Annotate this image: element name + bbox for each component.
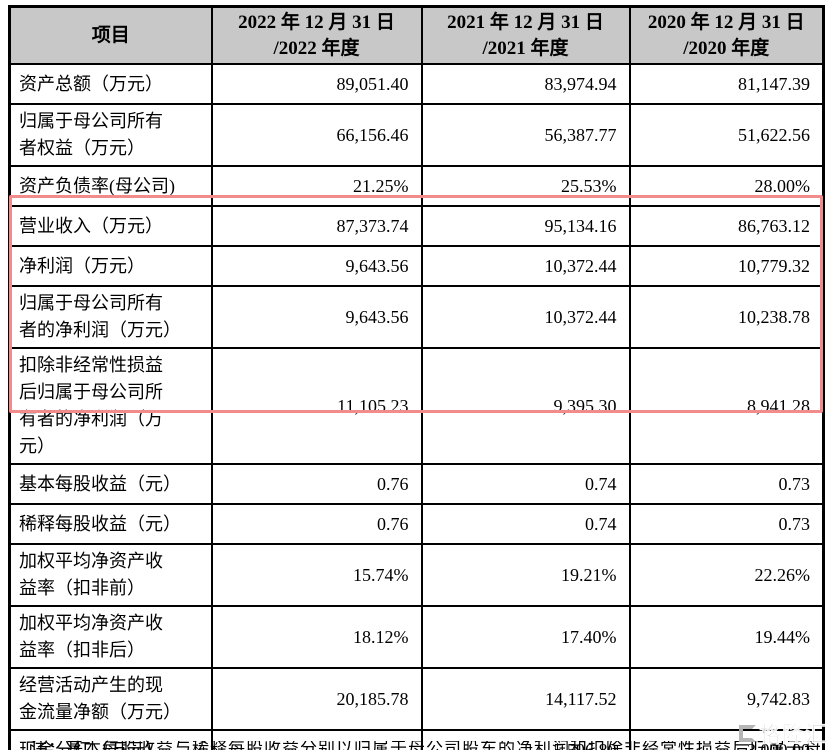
table-row-cash-dividend: 现金分红（万元） - 5,596.80 3,000.00 — [8, 729, 825, 750]
cell-value: 9,742.83 — [628, 667, 825, 732]
cell-value: 8,941.28 — [628, 347, 825, 466]
cell-value: 51,622.56 — [628, 103, 825, 168]
header-2021-line2: /2021 年度 — [482, 37, 569, 59]
cell-value: 0.76 — [210, 503, 423, 546]
table-row-diluted-eps: 稀释每股收益（元） 0.76 0.74 0.73 — [8, 503, 825, 546]
cell-value: 0.74 — [420, 503, 631, 546]
table-row-debt-ratio: 资产负债率(母公司) 21.25% 25.53% 28.00% — [8, 165, 825, 208]
row-label: 扣除非经常性损益后归属于母公司所有者的净利润（万元） — [8, 347, 213, 466]
header-2021: 2021 年 12 月 31 日 /2021 年度 — [420, 5, 631, 66]
row-label: 净利润（万元） — [8, 245, 213, 288]
cell-value: 10,372.44 — [420, 245, 631, 288]
cell-value: 87,373.74 — [210, 205, 423, 248]
table-row-deducted-net-profit: 扣除非经常性损益后归属于母公司所有者的净利润（万元） 11,105.23 9,3… — [8, 347, 825, 466]
row-label: 稀释每股收益（元） — [8, 503, 213, 546]
cell-value: 10,372.44 — [420, 285, 631, 350]
row-label: 加权平均净资产收益率（扣非前） — [8, 543, 213, 608]
cell-value: 25.53% — [420, 165, 631, 208]
table-row-revenue: 营业收入（万元） 87,373.74 95,134.16 86,763.12 — [8, 205, 825, 248]
header-2021-line1: 2021 年 12 月 31 日 — [447, 12, 604, 33]
row-label: 现金分红（万元） — [8, 729, 213, 750]
row-label: 营业收入（万元） — [8, 205, 213, 248]
cell-value: 19.21% — [420, 543, 631, 608]
cell-value: 21.25% — [210, 165, 423, 208]
cell-value: 19.44% — [628, 605, 825, 670]
table-row-operating-cashflow: 经营活动产生的现金流量净额（万元） 20,185.78 14,117.52 9,… — [8, 667, 825, 732]
cell-value: 28.00% — [628, 165, 825, 208]
row-label: 归属于母公司所有者权益（万元） — [8, 103, 213, 168]
row-label: 归属于母公司所有者的净利润（万元） — [8, 285, 213, 350]
cell-value: 81,147.39 — [628, 63, 825, 106]
footnote-clipped-text: 注：基本每股收益与稀释每股收益分别以归属于母公司股东的净利润和扣除非经常性损益后… — [30, 741, 822, 750]
header-2020: 2020 年 12 月 31 日 /2020 年度 — [628, 5, 825, 66]
cell-value: 66,156.46 — [210, 103, 423, 168]
cell-value: 15.74% — [210, 543, 423, 608]
cell-value: 9,643.56 — [210, 245, 423, 288]
table-row-roe-after: 加权平均净资产收益率（扣非后） 18.12% 17.40% 19.44% — [8, 605, 825, 670]
cell-value: 9,395.30 — [420, 347, 631, 466]
cell-value: 89,051.40 — [210, 63, 423, 106]
cell-value: 10,779.32 — [628, 245, 825, 288]
header-item: 项目 — [8, 5, 213, 66]
row-label: 资产总额（万元） — [8, 63, 213, 106]
cell-value: 20,185.78 — [210, 667, 423, 732]
cell-value: 3,000.00 — [628, 729, 825, 750]
cell-value: 11,105.23 — [210, 347, 423, 466]
cell-value: 14,117.52 — [420, 667, 631, 732]
row-label: 资产负债率(母公司) — [8, 165, 213, 208]
header-2022: 2022 年 12 月 31 日 /2022 年度 — [210, 5, 423, 66]
table-row-roe-before: 加权平均净资产收益率（扣非前） 15.74% 19.21% 22.26% — [8, 543, 825, 608]
table-row-parent-equity: 归属于母公司所有者权益（万元） 66,156.46 56,387.77 51,6… — [8, 103, 825, 168]
cell-value: 0.73 — [628, 503, 825, 546]
cell-value: 86,763.12 — [628, 205, 825, 248]
row-label: 加权平均净资产收益率（扣非后） — [8, 605, 213, 670]
table-row-basic-eps: 基本每股收益（元） 0.76 0.74 0.73 — [8, 463, 825, 506]
cell-value: 56,387.77 — [420, 103, 631, 168]
cell-value: 17.40% — [420, 605, 631, 670]
table-row-parent-net-profit: 归属于母公司所有者的净利润（万元） 9,643.56 10,372.44 10,… — [8, 285, 825, 350]
cell-value: 9,643.56 — [210, 285, 423, 350]
row-label: 经营活动产生的现金流量净额（万元） — [8, 667, 213, 732]
cell-value: 5,596.80 — [420, 729, 631, 750]
row-label: 基本每股收益（元） — [8, 463, 213, 506]
header-2022-line1: 2022 年 12 月 31 日 — [238, 12, 395, 33]
table-row-net-profit: 净利润（万元） 9,643.56 10,372.44 10,779.32 — [8, 245, 825, 288]
cell-value: 0.73 — [628, 463, 825, 506]
cell-value: 18.12% — [210, 605, 423, 670]
cell-value: 83,974.94 — [420, 63, 631, 106]
header-2020-line1: 2020 年 12 月 31 日 — [647, 12, 805, 33]
table-row-total-assets: 资产总额（万元） 89,051.40 83,974.94 81,147.39 — [8, 63, 825, 106]
table-header-row: 项目 2022 年 12 月 31 日 /2022 年度 2021 年 12 月… — [8, 5, 825, 66]
cell-value: 22.26% — [628, 543, 825, 608]
cell-value: 0.74 — [420, 463, 631, 506]
header-2020-line2: /2020 年度 — [683, 37, 770, 59]
cell-value: 95,134.16 — [420, 205, 631, 248]
header-2022-line2: /2022 年度 — [273, 37, 360, 59]
cell-value: - — [210, 729, 423, 750]
cell-value: 0.76 — [210, 463, 423, 506]
financial-table: 项目 2022 年 12 月 31 日 /2022 年度 2021 年 12 月… — [8, 5, 825, 750]
cell-value: 10,238.78 — [628, 285, 825, 350]
